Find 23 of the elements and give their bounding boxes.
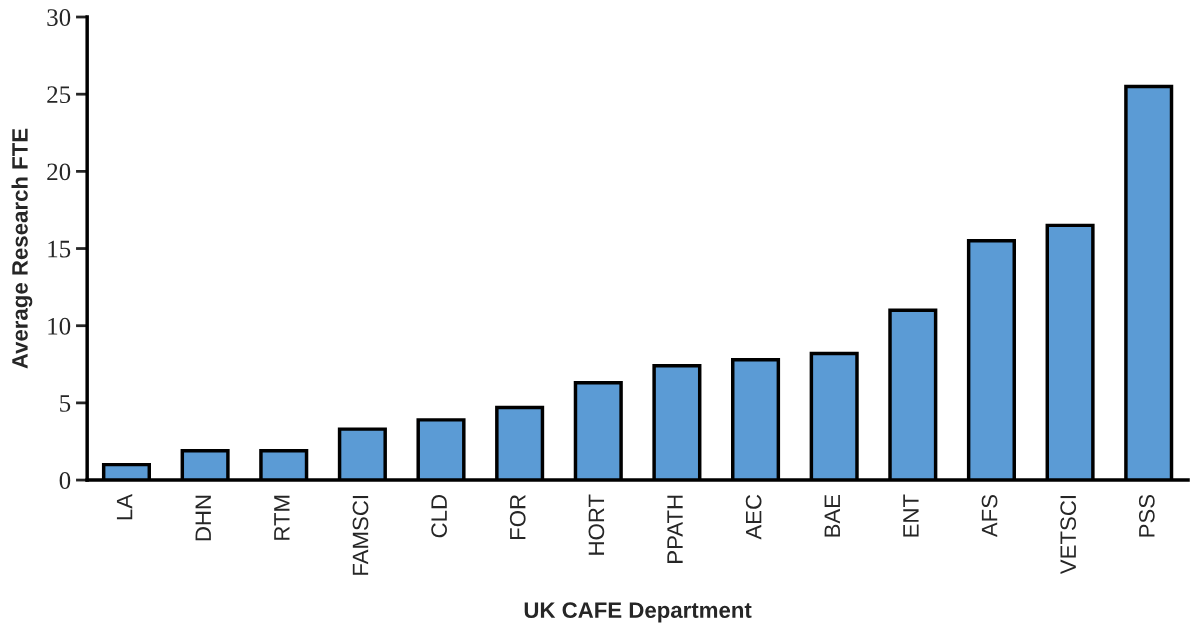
x-tick-label: DHN bbox=[195, 495, 211, 541]
x-tick-label: PPATH bbox=[667, 495, 683, 563]
x-tick-label: FAMSCI bbox=[352, 496, 369, 575]
y-tick-label: 15 bbox=[48, 240, 71, 258]
y-axis-title: Average Research FTE bbox=[11, 128, 33, 369]
x-tick-label: ENT bbox=[903, 494, 919, 537]
x-tick-label: CLD bbox=[431, 495, 447, 538]
y-tick-label: 0 bbox=[59, 472, 71, 489]
x-tick-label: PSS bbox=[1138, 494, 1155, 537]
x-tick-label: VETSCI bbox=[1060, 496, 1077, 575]
y-tick-label: 10 bbox=[48, 317, 71, 335]
x-axis-title: UK CAFE Department bbox=[524, 602, 752, 623]
y-tick-label: 20 bbox=[47, 163, 71, 181]
x-tick-label: RTM bbox=[274, 495, 290, 540]
y-tick-label: 30 bbox=[47, 9, 71, 26]
x-tick-label: BAE bbox=[824, 494, 840, 537]
x-tick-label: AFS bbox=[981, 494, 998, 538]
x-tick-label: LA bbox=[116, 493, 133, 520]
x-tick-label: FOR bbox=[509, 494, 526, 540]
x-tick-label: HORT bbox=[588, 494, 605, 555]
x-tick-label: AEC bbox=[745, 494, 762, 540]
y-tick-label: 25 bbox=[47, 86, 71, 104]
y-tick-label: 5 bbox=[60, 395, 71, 412]
